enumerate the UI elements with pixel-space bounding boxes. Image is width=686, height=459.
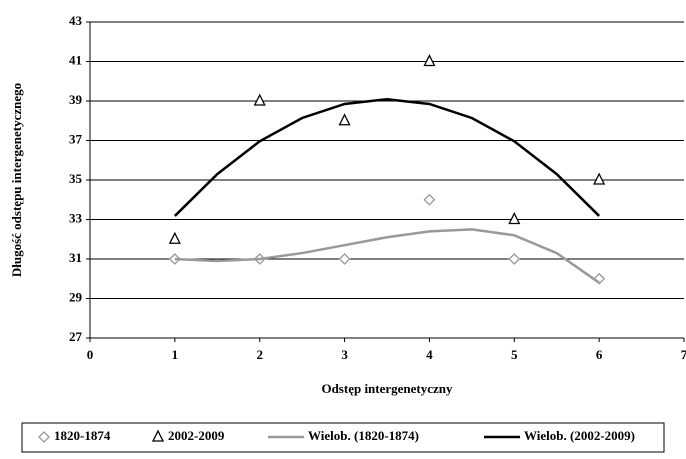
x-axis-label: Odstęp intergenetyczny (321, 381, 453, 396)
y-tick-label: 31 (69, 250, 82, 265)
triangle-marker (593, 172, 606, 185)
triangle-marker (338, 113, 351, 126)
legend-label: Wielob. (2002-2009) (524, 428, 635, 443)
y-tick-label: 35 (69, 171, 83, 186)
legend-label: Wielob. (1820-1874) (308, 428, 419, 443)
y-tick-label: 33 (69, 210, 83, 225)
diamond-marker (168, 253, 181, 265)
diamond-marker (423, 193, 436, 206)
y-tick-label: 41 (69, 52, 82, 67)
legend-box (21, 422, 665, 453)
y-tick-label: 27 (69, 329, 83, 344)
triangle-marker (423, 54, 436, 67)
triangle-marker (151, 429, 165, 442)
x-tick-label: 1 (172, 347, 179, 362)
diamond-marker (508, 253, 521, 265)
y-tick-label: 43 (69, 13, 83, 28)
x-tick-label: 5 (511, 347, 518, 362)
triangle-marker (168, 231, 181, 244)
trend-line (174, 228, 600, 284)
legend-label: 2002-2009 (168, 428, 225, 443)
legend-label: 1820-1874 (54, 428, 111, 443)
trend-line (173, 97, 601, 217)
diamond-marker (338, 253, 351, 265)
x-tick-label: 2 (256, 347, 263, 362)
x-tick-label: 3 (341, 347, 348, 362)
x-tick-label: 0 (87, 347, 94, 362)
diamond-marker (38, 431, 50, 443)
x-tick-label: 6 (596, 347, 603, 362)
y-tick-label: 37 (69, 131, 83, 146)
y-axis-label: Długość odstępu intergenetycznego (9, 83, 24, 277)
x-tick-label: 7 (681, 347, 686, 362)
y-tick-label: 39 (69, 92, 83, 107)
triangle-marker (253, 93, 266, 106)
y-tick-label: 29 (69, 289, 83, 304)
x-tick-label: 4 (426, 347, 433, 362)
triangle-marker (508, 212, 521, 225)
